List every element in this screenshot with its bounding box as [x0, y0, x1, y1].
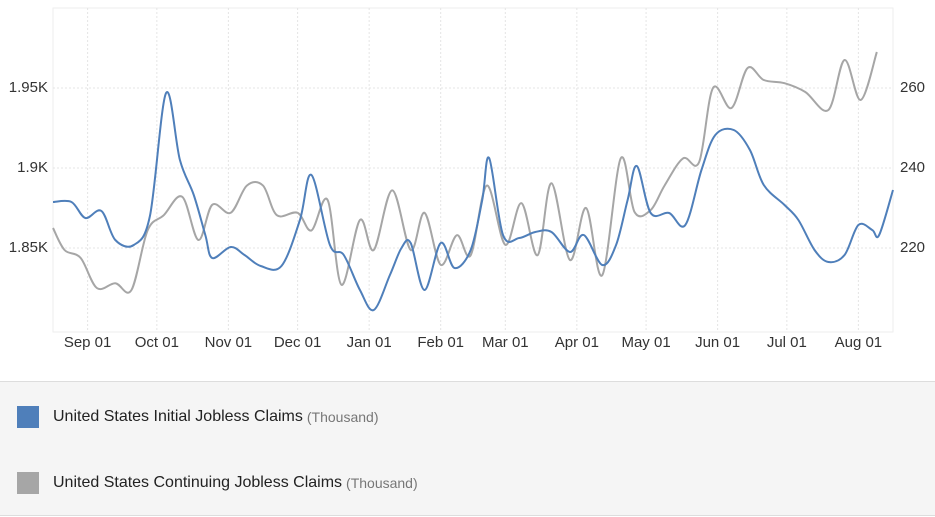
x-tick-label: May 01: [621, 334, 670, 351]
y2-tick-label: 220: [900, 239, 925, 256]
series-line: [52, 51, 878, 294]
y-tick-label: 1.9K: [17, 159, 48, 176]
legend-item[interactable]: United States Initial Jobless Claims (Tho…: [17, 406, 378, 428]
x-tick-label: Jun 01: [695, 334, 740, 351]
y-tick-label: 1.95K: [9, 79, 48, 96]
x-tick-label: Jan 01: [347, 334, 392, 351]
legend: United States Initial Jobless Claims (Tho…: [0, 381, 935, 516]
legend-item[interactable]: United States Continuing Jobless Claims(…: [17, 472, 418, 494]
x-tick-label: Oct 01: [135, 334, 179, 351]
x-tick-label: Nov 01: [205, 334, 253, 351]
y2-tick-label: 260: [900, 79, 925, 96]
plot-border: [52, 7, 894, 333]
x-tick-label: Feb 01: [417, 334, 464, 351]
x-tick-label: Aug 01: [835, 334, 883, 351]
legend-unit: (Thousand): [346, 475, 418, 491]
legend-label: United States Initial Jobless Claims: [53, 408, 303, 425]
legend-swatch: [17, 472, 39, 494]
series-line: [52, 91, 894, 312]
x-tick-label: Dec 01: [274, 334, 322, 351]
legend-label: United States Continuing Jobless Claims: [53, 474, 343, 491]
legend-swatch: [17, 406, 39, 428]
x-tick-label: Jul 01: [767, 334, 807, 351]
x-tick-label: Sep 01: [64, 334, 112, 351]
legend-unit: (Thousand): [306, 409, 379, 425]
x-tick-label: Apr 01: [555, 334, 599, 351]
y-tick-label: 1.85K: [9, 239, 48, 256]
x-tick-label: Mar 01: [482, 334, 529, 351]
y2-tick-label: 240: [900, 159, 925, 176]
chart: Sep 01 Oct 01 Nov 01 Dec 01 Jan 01 Feb 01 Mar …: [9, 7, 925, 351]
